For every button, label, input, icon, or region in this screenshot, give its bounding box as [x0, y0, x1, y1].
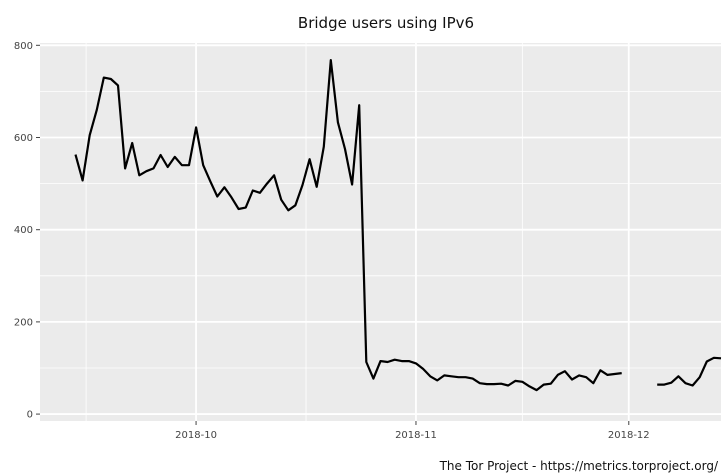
chart-title: Bridge users using IPv6	[298, 14, 474, 32]
series-line-segment	[74, 59, 622, 392]
gridlines	[40, 43, 721, 421]
y-tick-label: 200	[14, 317, 33, 328]
x-tick-label: 2018-11	[395, 430, 437, 441]
series-line-segment	[657, 356, 722, 387]
x-tick-label: 2018-12	[608, 430, 650, 441]
x-tick-label: 2018-10	[175, 430, 217, 441]
x-axis: 2018-10 2018-11 2018-12	[175, 421, 650, 441]
y-tick-label: 0	[27, 410, 33, 421]
series-lines	[74, 59, 722, 392]
chart-caption: The Tor Project - https://metrics.torpro…	[439, 459, 719, 473]
y-tick-label: 400	[14, 225, 33, 236]
y-axis: 0 200 400 600 800	[14, 41, 40, 421]
y-tick-label: 800	[14, 41, 33, 52]
y-tick-label: 600	[14, 133, 33, 144]
plot-panel	[40, 43, 721, 421]
